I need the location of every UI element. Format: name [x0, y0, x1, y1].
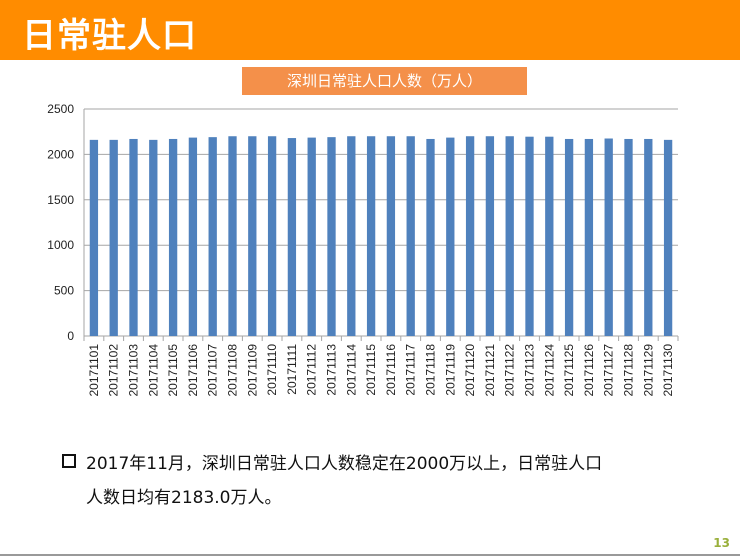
slide-title: 日常驻人口: [22, 16, 197, 56]
x-tick-label: 20171121: [483, 344, 497, 397]
bar: [168, 138, 178, 336]
chart-title: 深圳日常驻人口人数（万人）: [242, 67, 527, 95]
bar: [208, 137, 217, 336]
y-tick-label: 2500: [47, 102, 74, 116]
x-tick-label: 20171106: [186, 344, 200, 397]
x-tick-label: 20171119: [443, 344, 457, 396]
x-tick-label: 20171116: [384, 344, 398, 396]
bar: [406, 136, 415, 336]
bar: [426, 138, 435, 336]
x-tick-label: 20171127: [602, 344, 616, 397]
x-tick-label: 20171111: [285, 344, 299, 395]
x-tick-label: 20171118: [424, 344, 438, 396]
bar: [465, 136, 475, 336]
bar: [604, 138, 613, 336]
y-tick-label: 0: [67, 329, 74, 343]
x-tick-label: 20171114: [344, 344, 358, 396]
x-tick-label: 20171115: [364, 344, 378, 396]
x-tick-label: 20171124: [542, 344, 556, 397]
x-tick-label: 20171105: [166, 344, 180, 397]
bar-chart: 0 500 1000 1500 2000 2500 20171101 20171102 2017…: [47, 102, 679, 397]
page-number: 13: [713, 536, 730, 550]
summary-text: 2017年11月，深圳日常驻人口人数稳定在2000万以上，日常驻人口 人数日均有…: [62, 447, 682, 515]
x-tick-label: 20171120: [463, 344, 477, 397]
bar: [327, 137, 336, 336]
bar: [366, 136, 376, 336]
bar: [287, 138, 297, 336]
x-tick-label: 20171112: [305, 344, 319, 396]
bar: [89, 139, 99, 336]
x-tick-label: 20171102: [107, 344, 121, 397]
bar: [248, 136, 257, 336]
summary-line-2: 人数日均有2183.0万人。: [86, 488, 282, 508]
x-tick-label: 20171130: [661, 344, 675, 397]
bar: [485, 136, 495, 336]
bar: [525, 136, 534, 336]
x-tick-label: 20171108: [226, 344, 240, 397]
x-tick-label: 20171126: [582, 344, 596, 397]
bar: [188, 137, 198, 336]
bar: [446, 137, 455, 336]
bar: [129, 138, 138, 336]
x-tick-label: 20171125: [562, 344, 576, 397]
bar: [564, 138, 574, 336]
y-tick-label: 1500: [47, 193, 74, 207]
bar: [109, 139, 118, 336]
x-tick-label: 20171123: [523, 344, 537, 397]
bar: [386, 136, 396, 336]
x-tick-label: 20171128: [622, 344, 636, 397]
x-tick-label: 20171129: [641, 344, 655, 397]
x-tick-label: 20171113: [325, 344, 339, 396]
bar: [228, 136, 237, 336]
x-tick-label: 20171103: [127, 344, 141, 397]
x-tick-label: 20171110: [265, 344, 279, 396]
square-bullet-icon: [62, 454, 76, 468]
y-tick-label: 1000: [47, 238, 74, 252]
slide-header: 日常驻人口: [0, 0, 740, 60]
y-tick-label: 500: [54, 284, 74, 298]
bottom-divider: [0, 554, 740, 556]
bar: [267, 136, 277, 336]
x-tick-label: 20171117: [404, 344, 418, 396]
bar: [584, 138, 594, 336]
bar: [347, 136, 356, 336]
bar: [545, 136, 554, 336]
bar: [505, 136, 514, 336]
bar: [307, 137, 316, 336]
x-tick-label: 20171107: [206, 344, 220, 397]
bar: [149, 139, 158, 336]
bar: [624, 138, 633, 336]
bar: [663, 139, 673, 336]
x-tick-label: 20171101: [87, 344, 101, 397]
y-tick-label: 2000: [47, 147, 74, 161]
x-tick-label: 20171122: [503, 344, 517, 397]
x-tick-label: 20171104: [146, 344, 160, 397]
x-tick-label: 20171109: [245, 344, 259, 397]
bar: [644, 138, 653, 336]
summary-line-1: 2017年11月，深圳日常驻人口人数稳定在2000万以上，日常驻人口: [86, 454, 603, 474]
